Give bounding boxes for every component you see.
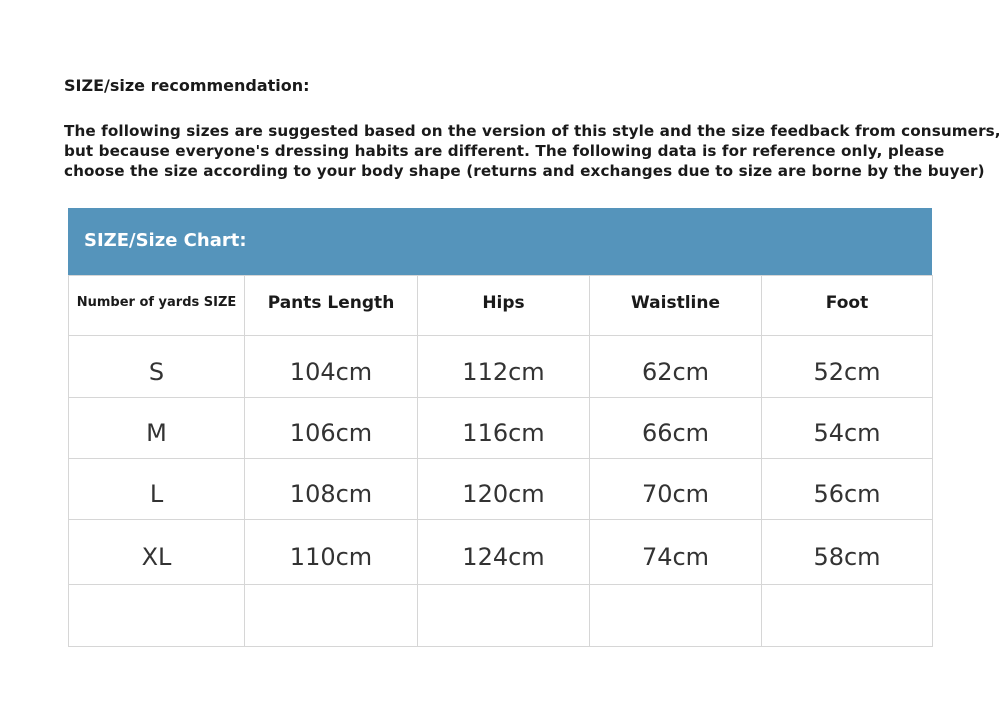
cell-hips: 112cm [417, 335, 590, 398]
cell-foot: 56cm [761, 458, 933, 520]
cell-waistline: 74cm [589, 519, 762, 585]
intro-text: The following sizes are suggested based … [64, 121, 1000, 181]
cell-hips: 120cm [417, 458, 590, 520]
cell-waistline: 62cm [589, 335, 762, 398]
cell-waistline [589, 584, 762, 647]
table-row: M 106cm 116cm 66cm 54cm [68, 397, 933, 459]
cell-size [68, 584, 245, 647]
header-hips: Hips [417, 275, 590, 336]
table-row: XL 110cm 124cm 74cm 58cm [68, 519, 933, 585]
cell-foot: 54cm [761, 397, 933, 459]
size-chart-title: SIZE/Size Chart: [84, 230, 247, 251]
cell-size: L [68, 458, 245, 520]
table-row-empty [68, 584, 933, 647]
intro-line: but because everyone's dressing habits a… [64, 142, 945, 160]
header-waistline: Waistline [589, 275, 762, 336]
table-row: L 108cm 120cm 70cm 56cm [68, 458, 933, 520]
cell-pants-length: 104cm [244, 335, 418, 398]
cell-waistline: 70cm [589, 458, 762, 520]
table-row: S 104cm 112cm 62cm 52cm [68, 335, 933, 398]
intro-line: choose the size according to your body s… [64, 162, 985, 180]
cell-size: S [68, 335, 245, 398]
cell-foot [761, 584, 933, 647]
cell-size: M [68, 397, 245, 459]
cell-hips: 124cm [417, 519, 590, 585]
cell-foot: 58cm [761, 519, 933, 585]
cell-pants-length [244, 584, 418, 647]
size-table: Number of yards SIZE Pants Length Hips W… [68, 275, 933, 647]
cell-pants-length: 110cm [244, 519, 418, 585]
cell-size: XL [68, 519, 245, 585]
page-title: SIZE/size recommendation: [64, 76, 310, 95]
table-header-row: Number of yards SIZE Pants Length Hips W… [68, 275, 933, 336]
size-chart-banner: SIZE/Size Chart: [68, 208, 932, 275]
cell-hips: 116cm [417, 397, 590, 459]
cell-pants-length: 106cm [244, 397, 418, 459]
header-foot: Foot [761, 275, 933, 336]
header-size: Number of yards SIZE [68, 275, 245, 336]
header-pants-length: Pants Length [244, 275, 418, 336]
cell-pants-length: 108cm [244, 458, 418, 520]
cell-foot: 52cm [761, 335, 933, 398]
cell-hips [417, 584, 590, 647]
cell-waistline: 66cm [589, 397, 762, 459]
intro-line: The following sizes are suggested based … [64, 122, 1000, 140]
